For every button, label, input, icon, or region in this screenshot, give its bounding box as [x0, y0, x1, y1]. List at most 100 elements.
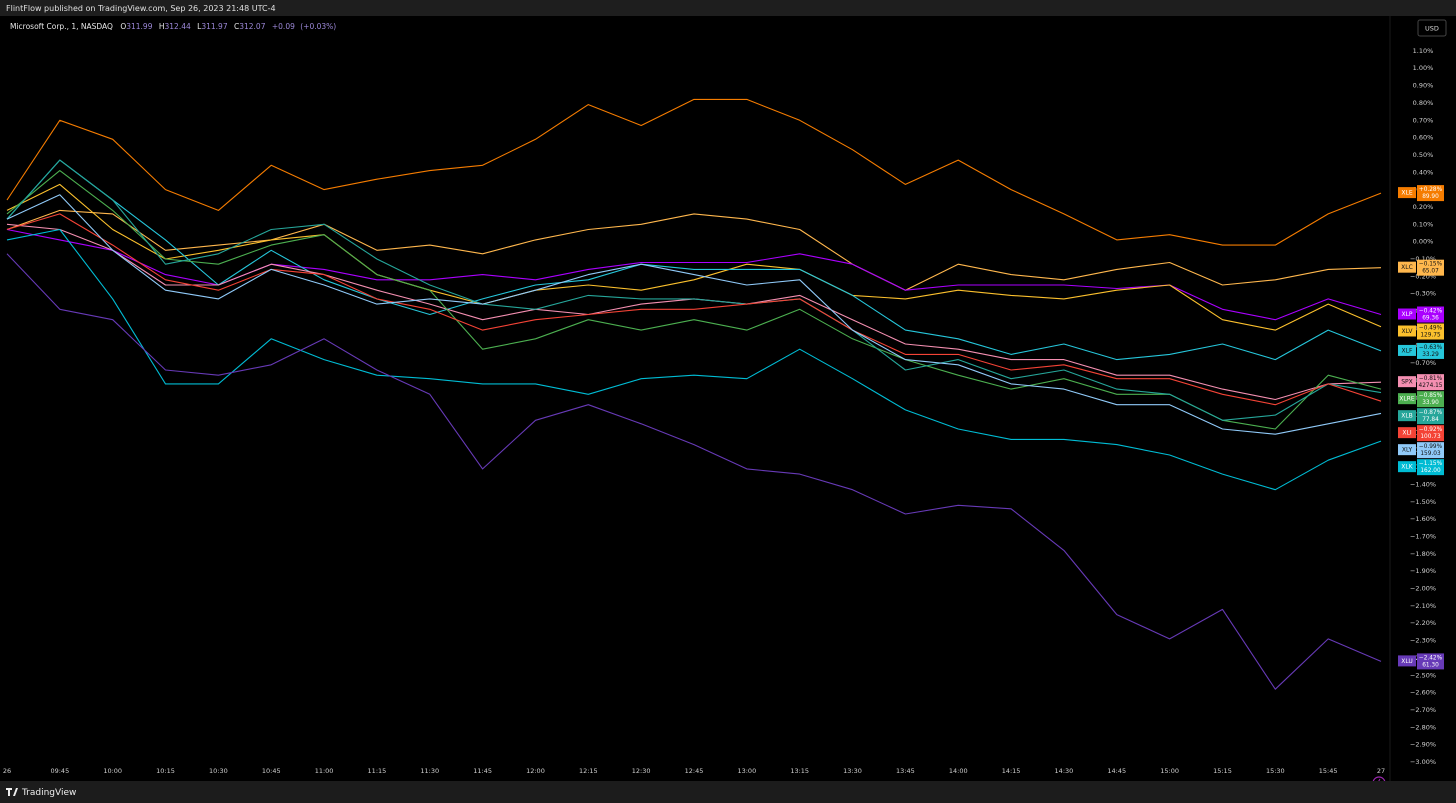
low-label: L [197, 22, 202, 31]
badge-price: 4274.15 [1419, 383, 1443, 389]
x-tick-label: 14:15 [1002, 767, 1021, 775]
badge-name-bg [1398, 410, 1416, 422]
badge-name: SPX [1401, 379, 1413, 386]
badge-value-bg [1417, 374, 1444, 391]
badge-name-bg [1398, 376, 1416, 388]
badge-name: XLY [1402, 447, 1413, 454]
y-tick-label: −2.20% [1410, 619, 1436, 627]
y-tick-label: 0.90% [1413, 82, 1434, 90]
x-tick-label: 10:15 [156, 767, 175, 775]
y-tick-label: −0.30% [1410, 290, 1436, 298]
low-value: 311.97 [201, 22, 227, 31]
x-tick-label: 09:45 [50, 767, 69, 775]
badge-change: −0.42% [1419, 309, 1443, 315]
badge-price: 65.07 [1422, 269, 1439, 275]
badge-name: XLV [1402, 328, 1414, 335]
badge-change: −0.92% [1419, 427, 1443, 433]
y-tick-label: 1.10% [1413, 47, 1434, 55]
x-tick-label: 13:30 [843, 767, 862, 775]
change-value: +0.09 [272, 22, 295, 31]
high-value: 312.44 [165, 22, 191, 31]
open-value: 311.99 [126, 22, 152, 31]
y-tick-label: −0.10% [1410, 255, 1436, 263]
y-tick-label: −2.80% [1410, 723, 1436, 731]
y-tick-label: −2.10% [1410, 602, 1436, 610]
badge-price: 77.84 [1422, 417, 1439, 423]
y-tick-label: 0.20% [1413, 203, 1434, 211]
y-tick-label: −1.60% [1410, 515, 1436, 523]
badge-name-bg [1398, 187, 1416, 199]
badge-change: −0.63% [1419, 345, 1443, 351]
badge-value-bg [1417, 185, 1444, 202]
badge-name-bg [1398, 461, 1416, 473]
y-tick-label: 1.00% [1413, 64, 1434, 72]
symbol-legend: Microsoft Corp., 1, NASDAQ O311.99 H312.… [10, 22, 336, 31]
badge-change: −0.15% [1419, 262, 1443, 268]
badge-name-bg [1398, 655, 1416, 667]
badge-change: +0.28% [1419, 187, 1443, 193]
y-tick-label: −2.60% [1410, 689, 1436, 697]
x-tick-label: 10:00 [103, 767, 122, 775]
series-line [6, 194, 1382, 435]
badge-value-bg [1417, 442, 1444, 459]
brand-logo [6, 788, 18, 796]
y-tick-label: −2.00% [1410, 585, 1436, 593]
series-line [6, 170, 1382, 430]
badge-name: XLB [1401, 413, 1413, 420]
y-tick-label: −1.90% [1410, 567, 1436, 575]
series-line [6, 228, 1382, 491]
close-label: C [234, 22, 239, 31]
badge-name: XLC [1401, 264, 1413, 271]
badge-name: XLE [1401, 190, 1412, 197]
badge-value-bg [1417, 259, 1444, 276]
badge-price: 69.36 [1422, 316, 1439, 322]
close-value: 312.07 [239, 22, 265, 31]
badge-name: XLRE [1399, 396, 1415, 403]
badge-change: −1.15% [1419, 461, 1443, 467]
y-tick-label: 0.70% [1413, 116, 1434, 124]
series-line [6, 209, 1382, 291]
publish-info: FlintFlow published on TradingView.com, … [6, 4, 276, 13]
x-tick-label: 13:45 [896, 767, 915, 775]
high-label: H [159, 22, 165, 31]
badge-price: 89.90 [1422, 194, 1439, 200]
y-tick-label: −2.70% [1410, 706, 1436, 714]
bottom-bar [0, 781, 1456, 803]
badge-value-bg [1417, 425, 1444, 442]
x-tick-label: 15:45 [1319, 767, 1338, 775]
badge-price: 100.73 [1420, 434, 1441, 440]
y-tick-label: −1.80% [1410, 550, 1436, 558]
x-tick-label: 15:00 [1160, 767, 1179, 775]
x-tick-label: 11:30 [420, 767, 439, 775]
badge-name-bg [1398, 308, 1416, 320]
y-tick-label: 0.60% [1413, 134, 1434, 142]
currency-button[interactable] [1417, 19, 1447, 37]
badge-value-bg [1417, 323, 1444, 340]
badge-name: XLP [1401, 311, 1412, 318]
badge-name: XLF [1402, 347, 1413, 354]
y-tick-label: 0.80% [1413, 99, 1434, 107]
y-tick-label: −0.70% [1410, 359, 1436, 367]
series-line [6, 183, 1382, 331]
series-line [6, 213, 1382, 406]
x-tick-label: 12:00 [526, 767, 545, 775]
badge-change: −0.49% [1419, 326, 1443, 332]
badge-name-bg [1398, 344, 1416, 356]
x-tick-label: 15:30 [1266, 767, 1285, 775]
y-tick-label: −1.50% [1410, 498, 1436, 506]
badge-change: −2.42% [1419, 655, 1443, 661]
x-tick-label: 11:45 [473, 767, 492, 775]
series-line [6, 159, 1382, 421]
x-tick-label: 27 [1377, 767, 1385, 775]
symbol-name: Microsoft Corp., 1, NASDAQ [10, 22, 113, 31]
currency-label[interactable]: USD [1425, 25, 1439, 33]
badge-change: −0.87% [1419, 410, 1443, 416]
x-tick-label: 12:30 [632, 767, 651, 775]
badge-name-bg [1398, 261, 1416, 273]
x-tick-label: 10:45 [262, 767, 281, 775]
badge-name: XLK [1401, 464, 1413, 471]
x-tick-label: 15:15 [1213, 767, 1232, 775]
badge-name-bg [1398, 325, 1416, 337]
series-line [6, 253, 1382, 690]
